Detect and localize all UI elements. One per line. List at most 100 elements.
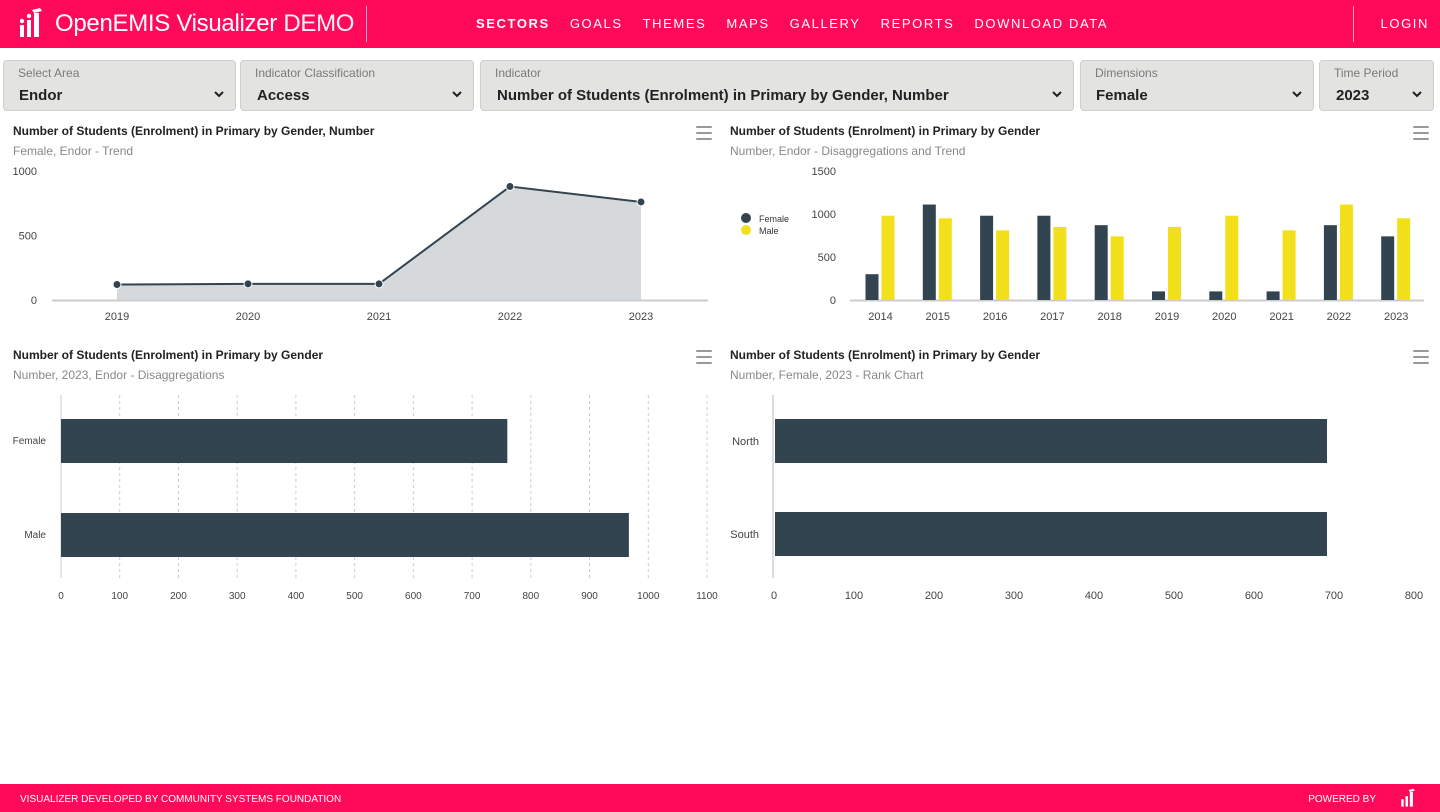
select-area-dropdown[interactable]: Select Area Endor [3,60,236,111]
x-tick-label: 1100 [696,591,718,602]
chart-subtitle: Number, Endor - Disaggregations and Tren… [730,144,966,158]
indicator-classification-label: Indicator Classification [255,66,376,80]
nav-themes[interactable]: THEMES [642,16,707,31]
footer-powered-by: POWERED BY [1308,794,1376,805]
x-tick-label: 2022 [498,311,522,323]
bar [775,419,1327,463]
bar [61,419,508,463]
top-header: OpenEMIS Visualizer DEMO SECTORS GOALS T… [0,0,1440,48]
chevron-down-icon [1412,91,1422,98]
x-tick-label: 0 [771,590,777,602]
x-tick-label: 2023 [1384,311,1408,323]
y-tick-label: 1000 [812,209,836,221]
y-tick-label: 500 [19,231,37,243]
bar-male [1397,218,1411,300]
app-title-demo: DEMO [276,10,355,37]
y-tick-label: 1000 [13,166,37,178]
trend-chart-panel: Number of Students (Enrolment) in Primar… [13,124,713,334]
x-tick-label: 500 [346,591,363,602]
bar-female [1323,225,1337,300]
y-tick-label: Female [13,436,47,447]
x-tick-label: 1000 [637,591,660,602]
bar-male [1282,230,1296,300]
disagg-trend-chart: 0 500 1000 1500 Female Male 2014 2015 2016 2017 20… [741,166,1424,323]
nav-download-data[interactable]: DOWNLOAD DATA [974,16,1109,31]
x-tick-label: 600 [405,591,422,602]
data-point [374,279,384,289]
time-period-dropdown[interactable]: Time Period 2023 [1319,60,1434,111]
select-area-label: Select Area [18,66,80,80]
time-period-label: Time Period [1334,66,1399,80]
chart-title: Number of Students (Enrolment) in Primar… [13,124,375,138]
app-title-main: OpenEMIS Visualizer [55,10,277,37]
bar-male [1168,226,1181,300]
x-tick-label: 2020 [236,311,260,323]
x-tick-label: 2016 [983,311,1007,323]
bar-female [1381,236,1395,300]
data-point [636,197,646,207]
chart-title: Number of Students (Enrolment) in Primar… [730,348,1041,362]
footer-credit: VISUALIZER DEVELOPED BY COMMUNITY SYSTEM… [20,794,342,805]
x-tick-label: 200 [170,591,187,602]
chart-menu-icon[interactable] [1413,126,1429,140]
bar-female [1152,291,1165,300]
nav-maps[interactable]: MAPS [726,16,770,31]
bar-female [1266,291,1280,300]
indicator-classification-dropdown[interactable]: Indicator Classification Access [240,60,474,111]
bar-male [1110,236,1124,300]
y-tick-label: North [732,436,759,448]
x-tick-label: 0 [58,591,64,602]
x-tick-label: 700 [1325,590,1343,602]
y-tick-label: 0 [830,295,836,307]
bar [61,513,629,557]
x-tick-label: 2020 [1212,311,1236,323]
time-period-value: 2023 [1336,87,1370,104]
nav-gallery[interactable]: GALLERY [789,16,861,31]
x-tick-label: 2014 [868,311,892,323]
data-point [243,279,253,289]
bar-male [938,218,952,300]
chart-menu-icon[interactable] [696,350,712,364]
chart-menu-icon[interactable] [1413,350,1429,364]
chart-menu-icon[interactable] [696,126,712,140]
nav-reports[interactable]: REPORTS [880,16,955,31]
dimensions-value: Female [1096,87,1148,104]
openemis-logo-icon[interactable] [18,7,44,39]
login-link[interactable]: LOGIN [1380,16,1429,31]
x-tick-label: 2021 [1269,311,1293,323]
x-tick-label: 500 [1165,590,1183,602]
x-tick-label: 2017 [1040,311,1064,323]
chevron-down-icon [452,91,462,98]
x-tick-label: 100 [111,591,128,602]
disagg-chart: 0 100 200 300 400 500 600 700 800 900 1000 1100 Fema… [13,395,718,602]
dimensions-dropdown[interactable]: Dimensions Female [1080,60,1314,111]
app-title[interactable]: OpenEMIS Visualizer DEMO [55,10,354,38]
indicator-dropdown[interactable]: Indicator Number of Students (Enrolment)… [480,60,1074,111]
legend-label: Male [759,226,779,236]
x-tick-label: 200 [925,590,943,602]
indicator-classification-value: Access [257,87,310,104]
bar-male [1339,204,1353,300]
openemis-logo-icon[interactable] [1400,788,1416,808]
bar-male [996,230,1010,300]
bar-female [1209,291,1223,300]
indicator-label: Indicator [495,66,542,80]
rank-chart: 0 100 200 300 400 500 600 700 800 North South [730,395,1423,602]
chart-subtitle: Number, 2023, Endor - Disaggregations [13,368,225,382]
chart-title: Number of Students (Enrolment) in Primar… [13,348,324,362]
x-tick-label: 2018 [1097,311,1121,323]
disagg-trend-chart-panel: Number of Students (Enrolment) in Primar… [730,124,1430,334]
main-nav: SECTORS GOALS THEMES MAPS GALLERY REPORT… [476,16,1108,31]
x-tick-label: 400 [1085,590,1103,602]
data-point [505,181,515,191]
bar-female [1037,215,1051,300]
chevron-down-icon [214,91,224,98]
data-point [112,280,122,290]
legend-label: Female [759,214,789,224]
x-tick-label: 400 [288,591,305,602]
y-tick-label: Male [24,530,46,541]
footer: VISUALIZER DEVELOPED BY COMMUNITY SYSTEM… [0,784,1440,812]
x-tick-label: 600 [1245,590,1263,602]
nav-goals[interactable]: GOALS [569,16,623,31]
nav-sectors[interactable]: SECTORS [476,16,550,31]
